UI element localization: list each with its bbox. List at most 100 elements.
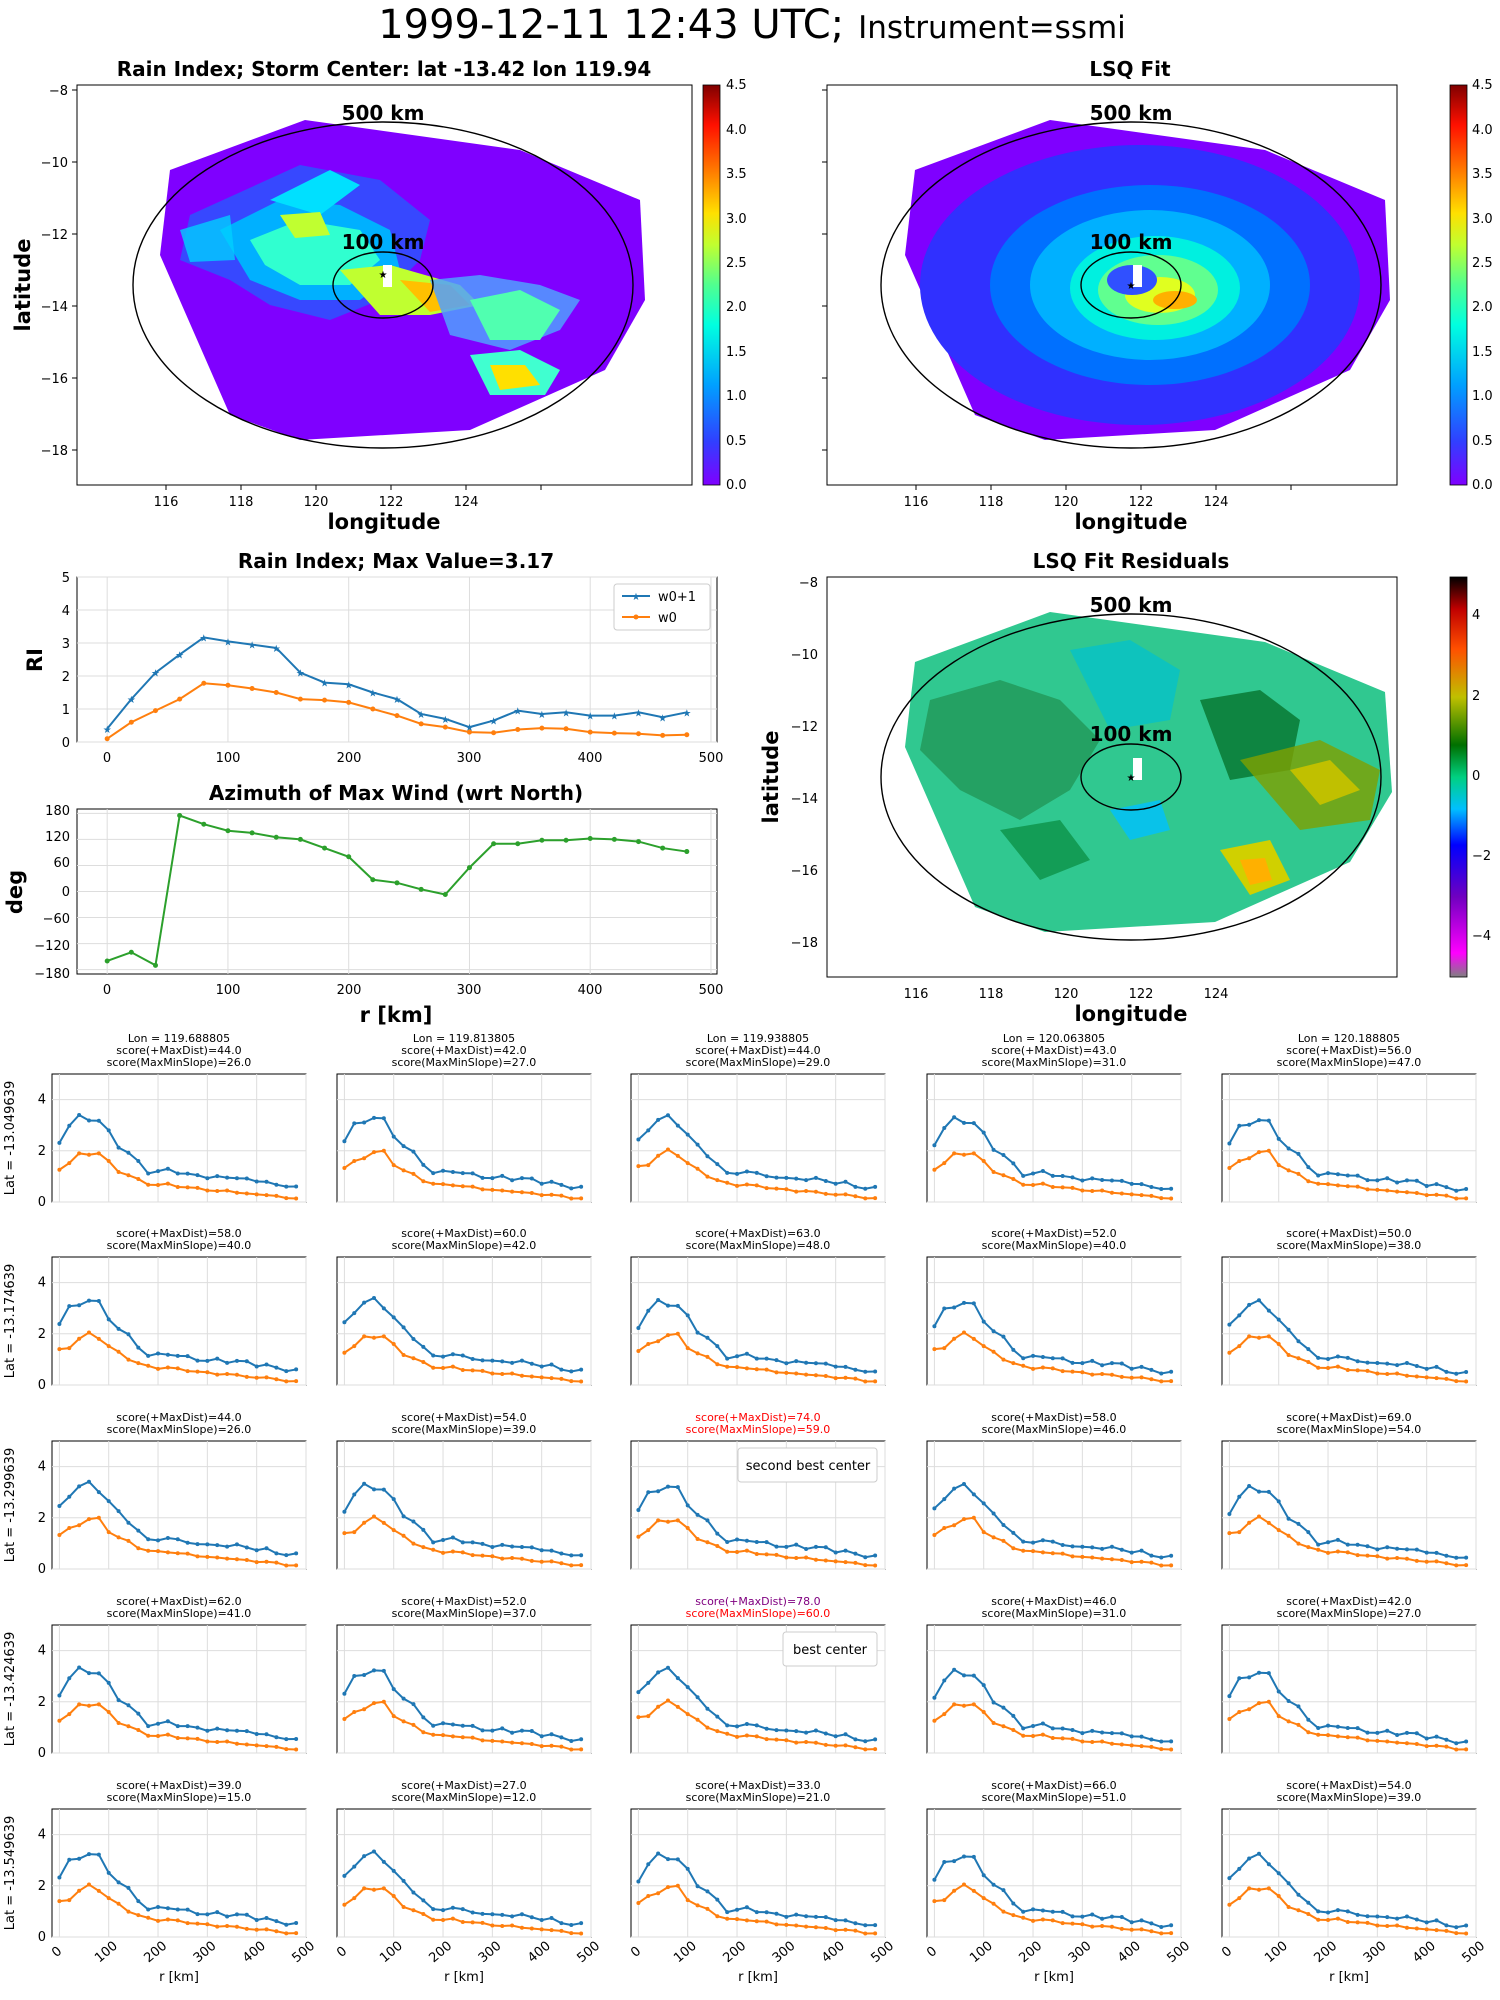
data-point (549, 1559, 554, 1564)
data-point (371, 1115, 376, 1120)
x-tick-label: 100 (377, 1939, 406, 1966)
data-point (480, 1911, 485, 1916)
data-point (500, 1188, 505, 1193)
data-point (106, 1896, 111, 1901)
data-point (254, 1743, 259, 1748)
svg-text:−18: −18 (41, 444, 68, 459)
data-point (685, 1503, 690, 1508)
res-circle-label-100km: 100 km (1090, 722, 1173, 746)
data-point (264, 1732, 269, 1737)
data-point (952, 1888, 957, 1893)
data-point (559, 1193, 564, 1198)
data-point (559, 1735, 564, 1740)
data-point (529, 1545, 534, 1550)
data-point (106, 1530, 111, 1535)
data-point (1011, 1546, 1016, 1551)
data-point (675, 1123, 680, 1128)
data-point (705, 1889, 710, 1894)
data-point (450, 1352, 455, 1357)
data-point (67, 1346, 72, 1351)
data-point (1345, 1920, 1350, 1925)
data-point (705, 1154, 710, 1159)
data-point (685, 1712, 690, 1717)
data-point (1276, 1163, 1281, 1168)
data-point (1266, 1699, 1271, 1704)
data-point (146, 1353, 151, 1358)
data-point (136, 1899, 141, 1904)
data-point (1385, 1915, 1390, 1920)
data-point (646, 1680, 651, 1685)
data-point (1365, 1360, 1370, 1365)
data-point (284, 1922, 289, 1927)
data-point (665, 1484, 670, 1489)
data-point (1296, 1892, 1301, 1897)
data-point: ★ (296, 669, 305, 680)
data-point (1316, 1726, 1321, 1731)
best-annotation-box (782, 1631, 878, 1667)
data-point (665, 1857, 670, 1862)
x-tick-label: 0 (628, 1944, 644, 1961)
data-point (971, 1854, 976, 1859)
data-point (1276, 1528, 1281, 1533)
data-point (342, 1320, 347, 1325)
data-point (813, 1914, 818, 1919)
data-point (1237, 1159, 1242, 1164)
data-point (735, 1724, 740, 1729)
data-point (1276, 1342, 1281, 1347)
data-point (381, 1520, 386, 1525)
data-point (961, 1854, 966, 1859)
data-point (156, 1549, 161, 1554)
data-point (529, 1558, 534, 1563)
data-point (539, 1181, 544, 1186)
data-point (126, 1332, 131, 1337)
data-point (636, 1900, 641, 1905)
data-point (539, 725, 545, 731)
data-point (804, 1372, 809, 1377)
data-point (1395, 1740, 1400, 1745)
data-point (156, 1169, 161, 1174)
data-point (146, 1363, 151, 1368)
data-point (274, 1744, 279, 1749)
data-point (705, 1335, 710, 1340)
data-point (1296, 1722, 1301, 1727)
data-point (971, 1301, 976, 1306)
data-point (1424, 1550, 1429, 1555)
svg-text:5: 5 (62, 571, 70, 586)
data-point (96, 1671, 101, 1676)
data-point (744, 1918, 749, 1923)
data-point (656, 1670, 661, 1675)
data-point (391, 1894, 396, 1899)
data-point (346, 699, 352, 705)
candidate-panel: score(MaxMinSlope)=27.0score(+MaxDist)=4… (1221, 1595, 1477, 1754)
lat-row-label: Lat = -13.299639 (3, 1448, 18, 1562)
svg-text:200: 200 (337, 983, 362, 998)
azimuth-grid (77, 809, 717, 974)
y-tick-label: 0 (38, 1746, 46, 1761)
data-point (863, 1196, 868, 1201)
data-point (579, 1196, 584, 1201)
data-point (1080, 1731, 1085, 1736)
data-point (106, 1128, 111, 1133)
data-point (646, 1714, 651, 1719)
data-point (86, 1479, 91, 1484)
data-point (823, 1558, 828, 1563)
data-point (201, 680, 207, 686)
data-point (549, 1376, 554, 1381)
data-point (833, 1918, 838, 1923)
lsq-fit-map-xticks: 116 118 120 122 124 (904, 485, 1292, 510)
data-point (234, 1728, 239, 1733)
data-point (136, 1727, 141, 1732)
data-point (725, 1723, 730, 1728)
data-point (490, 1545, 495, 1550)
data-point (1050, 1736, 1055, 1741)
azimuth-yticks: 180 120 60 0 −60 −120 −180 (34, 804, 70, 982)
data-point (441, 1550, 446, 1555)
score-maxdist: score(+MaxDist)=58.0 (991, 1411, 1116, 1424)
data-point (1395, 1916, 1400, 1921)
data-point (205, 1739, 210, 1744)
data-point (665, 1147, 670, 1152)
data-point (352, 1492, 357, 1497)
svg-text:3.5: 3.5 (726, 167, 747, 182)
data-point (381, 1306, 386, 1311)
data-point (352, 1311, 357, 1316)
